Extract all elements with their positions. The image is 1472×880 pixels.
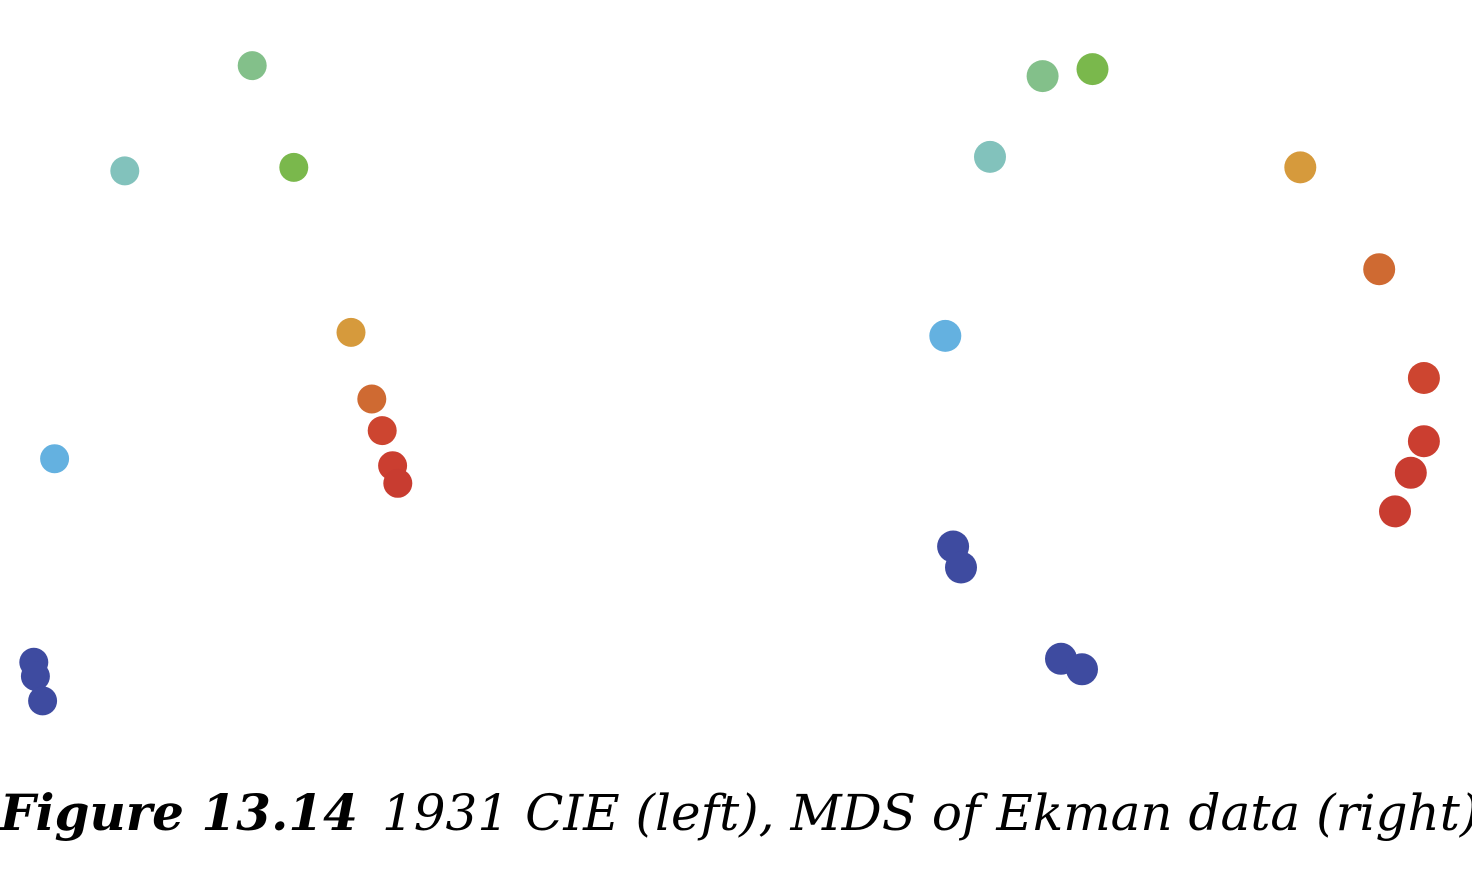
right-point-1 — [1026, 60, 1059, 93]
left-point-12 — [28, 686, 58, 716]
figure-label: Figure 13.14 — [0, 783, 358, 842]
left-point-11 — [20, 661, 50, 691]
right-point-10 — [1379, 495, 1411, 528]
left-point-2 — [110, 156, 140, 186]
right-point-2 — [1076, 53, 1109, 86]
right-point-4 — [1284, 151, 1317, 184]
right-panel-mds — [929, 53, 1440, 686]
right-point-7 — [1407, 362, 1440, 394]
right-point-6 — [929, 319, 962, 352]
right-point-12 — [945, 551, 977, 584]
left-point-6 — [367, 416, 397, 446]
left-point-8 — [383, 468, 413, 498]
figure-caption-text: 1931 CIE (left), MDS of Ekman data (righ… — [381, 784, 1472, 842]
scatter-plots — [19, 51, 1440, 716]
right-point-8 — [1407, 425, 1440, 458]
right-point-14 — [1066, 653, 1098, 686]
right-point-5 — [1363, 253, 1396, 286]
left-point-4 — [336, 317, 366, 347]
figure-caption: Figure 13.14 1931 CIE (left), MDS of Ekma… — [0, 788, 1472, 839]
left-panel-cie — [19, 51, 413, 716]
left-point-5 — [357, 384, 387, 414]
right-point-3 — [974, 140, 1006, 173]
left-point-9 — [40, 444, 70, 474]
right-point-9 — [1394, 456, 1427, 489]
left-point-3 — [279, 152, 309, 182]
left-point-1 — [237, 51, 267, 81]
